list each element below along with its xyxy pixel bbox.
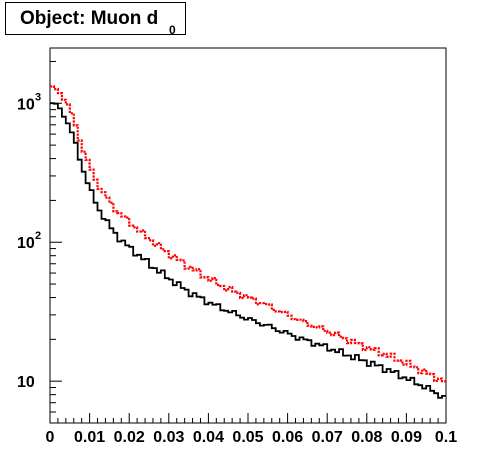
x-tick-label: 0.05 <box>232 429 263 446</box>
y-tick-exponent: 2 <box>35 230 41 242</box>
plot-frame <box>49 47 447 424</box>
x-tick-label: 0.03 <box>153 429 184 446</box>
y-tick-label: 10 <box>17 235 35 252</box>
x-tick-label: 0.09 <box>391 429 422 446</box>
y-tick-exponent: 3 <box>35 91 41 103</box>
x-tick-label: 0.08 <box>351 429 382 446</box>
x-tick-label: 0.07 <box>312 429 343 446</box>
series-layer <box>50 85 446 399</box>
x-tick-label: 0.02 <box>114 429 145 446</box>
chart-title: Object: Muon d <box>20 8 159 29</box>
x-tick-label: 0.01 <box>74 429 105 446</box>
chart-title-box: Object: Muon d 0 <box>5 2 186 37</box>
x-tick-label: 0.04 <box>193 429 224 446</box>
x-tick-label: 0.1 <box>435 429 457 446</box>
chart-title-subscript: 0 <box>169 23 176 37</box>
series-line-black <box>50 102 446 399</box>
x-tick-labels: 0 0.01 0.02 0.03 0.04 0.05 0.06 0.07 0.08 0.09 0.1 <box>46 429 458 446</box>
series-line-red <box>50 85 446 383</box>
x-tick-label: 0.06 <box>272 429 303 446</box>
y-tick-label: 10 <box>17 96 35 113</box>
y-tick-label: 10 <box>17 374 35 391</box>
x-tick-label: 0 <box>46 429 55 446</box>
